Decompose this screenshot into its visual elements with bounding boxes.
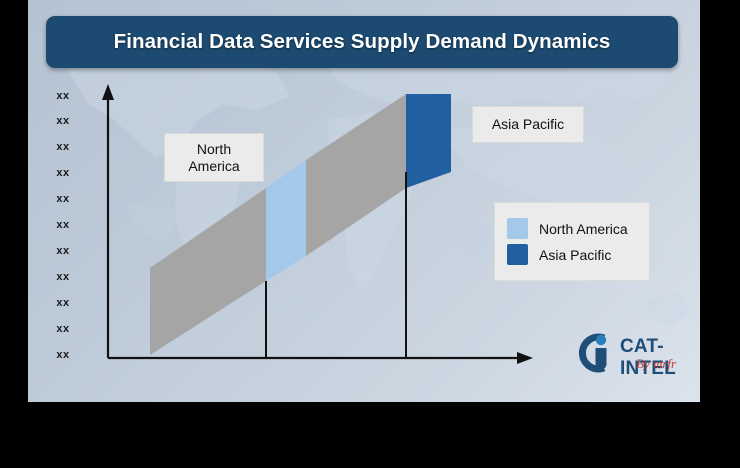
y-tick-label: xx	[56, 167, 70, 179]
y-tick-label: xx	[56, 245, 70, 257]
cat-intel-mark-icon	[579, 333, 607, 373]
callout-asia-pacific: Asia Pacific	[472, 106, 584, 143]
legend-item-asia-pacific: Asia Pacific	[507, 244, 637, 265]
slide-canvas: Financial Data Services Supply Demand Dy…	[28, 0, 700, 402]
y-axis-arrowhead	[102, 84, 114, 100]
y-tick-label: xx	[56, 349, 70, 361]
logo-wordmark: CAT-INTEL	[620, 336, 676, 379]
band-segment-north-america	[266, 160, 306, 281]
cat-intel-logo: CAT-INTEL By mrfr	[574, 330, 700, 382]
callout-north-america: North America	[164, 133, 264, 183]
legend-label-north-america: North America	[539, 220, 628, 237]
y-tick-label: xx	[56, 115, 70, 127]
slide-title-bar: Financial Data Services Supply Demand Dy…	[46, 16, 678, 68]
y-tick-label: xx	[56, 323, 70, 335]
band-segment-gray-left	[150, 188, 266, 355]
band-segment-gray-right	[306, 94, 406, 256]
x-axis-arrowhead	[517, 352, 533, 364]
callout-north-america-line2: America	[188, 157, 240, 174]
callout-north-america-line1: North	[196, 141, 232, 157]
logo-tagline: By mrfr	[636, 356, 677, 371]
chart-plot-area	[102, 84, 533, 364]
y-tick-label: xx	[56, 141, 70, 153]
page-title: Financial Data Services Supply Demand Dy…	[113, 30, 611, 53]
y-tick-label: xx	[56, 193, 70, 205]
y-tick-label: xx	[56, 90, 70, 102]
legend-swatch-asia-pacific	[507, 244, 528, 265]
legend-swatch-north-america	[507, 218, 528, 239]
y-tick-label: xx	[56, 271, 70, 283]
y-tick-label: xx	[56, 219, 70, 231]
legend-label-asia-pacific: Asia Pacific	[539, 246, 612, 263]
chart-legend: North America Asia Pacific	[494, 202, 650, 281]
band-segment-asia-pacific	[406, 94, 451, 188]
diagonal-band	[150, 94, 451, 355]
legend-item-north-america: North America	[507, 218, 637, 239]
y-tick-label: xx	[56, 297, 70, 309]
